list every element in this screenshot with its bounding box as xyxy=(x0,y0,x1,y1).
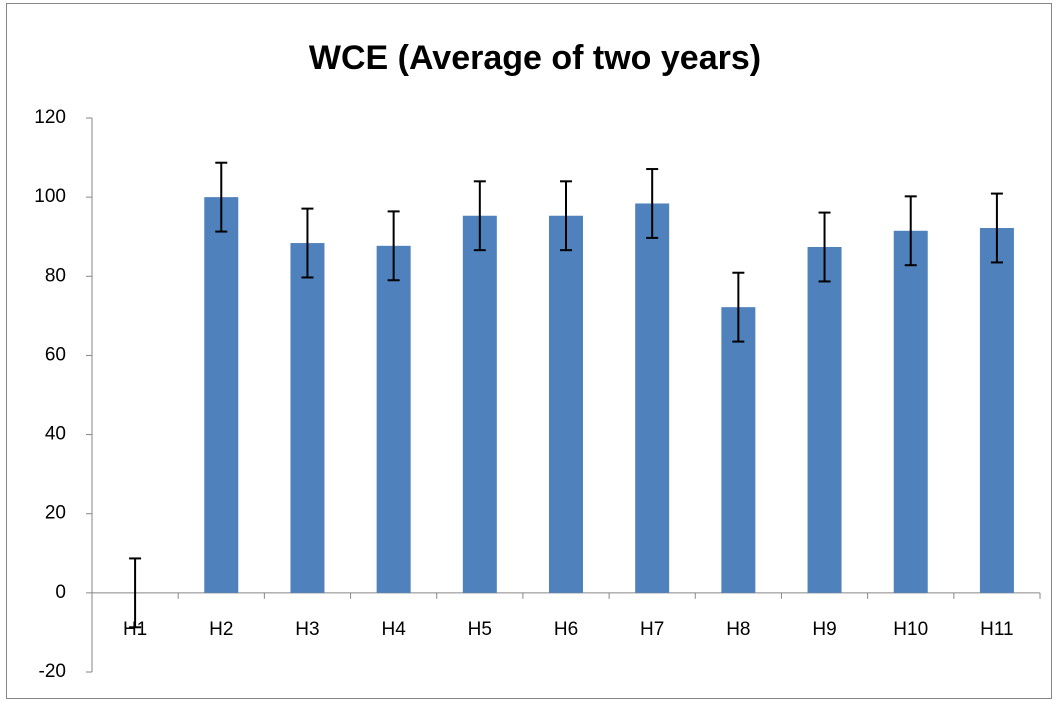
y-tick-label: 0 xyxy=(55,582,66,603)
x-tick-label: H2 xyxy=(209,619,233,640)
bar xyxy=(204,197,239,593)
bar xyxy=(290,243,325,593)
y-tick-label: 20 xyxy=(45,503,66,524)
bar xyxy=(979,228,1014,593)
x-tick-label: H9 xyxy=(812,619,836,640)
x-tick-label: H10 xyxy=(893,619,928,640)
x-tick-label: H7 xyxy=(640,619,664,640)
x-tick-label: H3 xyxy=(295,619,319,640)
x-tick-label: H8 xyxy=(726,619,750,640)
chart-title: WCE (Average of two years) xyxy=(309,39,761,77)
x-tick-label: H5 xyxy=(468,619,492,640)
x-tick-label: H11 xyxy=(980,619,1013,640)
y-tick-label: -20 xyxy=(39,661,66,682)
bar xyxy=(721,307,756,593)
x-tick-label: H6 xyxy=(554,619,578,640)
bar xyxy=(807,247,842,593)
bar xyxy=(893,230,928,593)
bar xyxy=(376,245,411,593)
bar xyxy=(635,203,670,593)
x-tick-label: H1 xyxy=(123,619,147,640)
y-tick-label: 120 xyxy=(34,107,66,128)
y-tick-label: 100 xyxy=(34,186,66,207)
y-tick-label: 60 xyxy=(45,344,66,365)
bar xyxy=(549,215,583,593)
bar xyxy=(462,215,497,593)
x-tick-label: H4 xyxy=(381,619,406,640)
y-tick-label: 80 xyxy=(45,265,66,286)
chart-border xyxy=(6,3,1052,699)
y-tick-label: 40 xyxy=(45,424,66,445)
